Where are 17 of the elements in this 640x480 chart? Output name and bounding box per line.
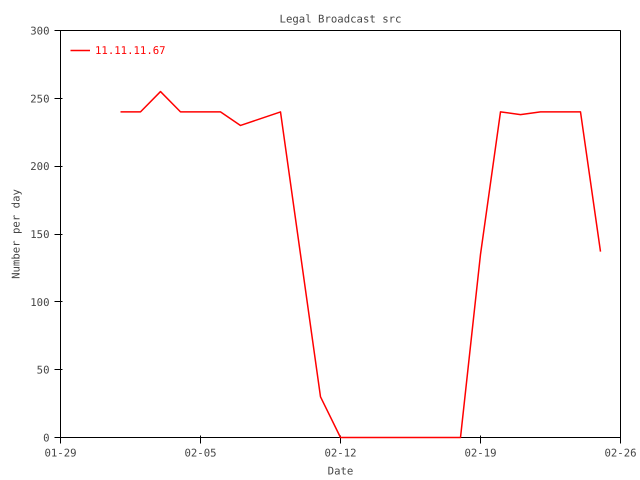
line-series <box>120 90 602 438</box>
x-tick-label: 02-26 <box>604 446 637 460</box>
x-tick-label: 02-05 <box>184 446 217 460</box>
y-tick-label: 200 <box>30 160 50 174</box>
x-tick-label: 02-12 <box>324 446 357 460</box>
y-axis-title: Number per day <box>9 189 22 279</box>
x-axis-title: Date <box>328 464 354 478</box>
x-tick-label: 02-19 <box>464 446 497 460</box>
y-tick-label: 150 <box>30 228 50 241</box>
y-tick-label: 300 <box>30 24 50 38</box>
y-tick-label: 100 <box>30 296 50 309</box>
legend-label: 11.11.11.67 <box>95 44 166 56</box>
y-tick-label: 250 <box>30 92 50 106</box>
y-tick-label: 50 <box>36 364 50 377</box>
y-tick-label: 0 <box>43 432 50 444</box>
chart-title: Legal Broadcast src <box>280 12 402 26</box>
x-tick-label: 01-29 <box>44 446 77 460</box>
